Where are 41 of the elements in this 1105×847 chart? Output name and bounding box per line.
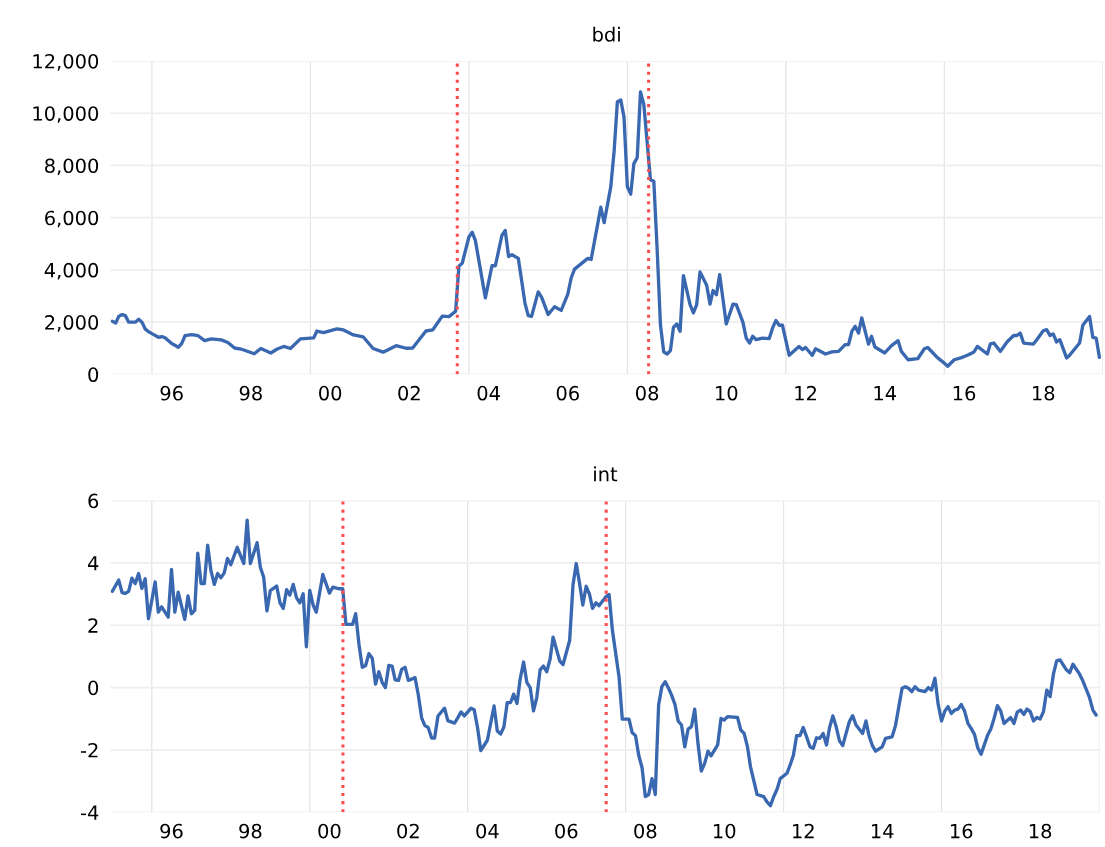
x-tick-label: 02 [397, 823, 419, 839]
x-tick-label: 14 [874, 386, 897, 401]
x-tick-label: 16 [953, 385, 976, 401]
x-tick-label: 98 [239, 385, 262, 401]
x-tick-label: 00 [318, 823, 341, 839]
x-tick-label: 02 [398, 385, 420, 401]
y-tick-label: 6 [88, 493, 99, 509]
y-tick-label: 0 [88, 367, 99, 383]
y-tick-label: 10,000 [33, 106, 99, 123]
x-tick-label: 12 [793, 823, 814, 839]
x-tick-label: 18 [1029, 823, 1052, 839]
x-tick-label: 08 [636, 385, 659, 401]
x-tick-label: 00 [319, 385, 342, 401]
x-tick-label: 98 [239, 823, 262, 839]
x-tick-label: 06 [555, 823, 578, 839]
y-tick-label: 8,000 [45, 158, 99, 176]
chart-title: int [594, 466, 618, 482]
y-tick-label: -2 [80, 742, 98, 758]
y-tick-label: 6,000 [45, 210, 99, 228]
y-tick-label: -4 [80, 805, 99, 820]
line-series [110, 518, 1098, 808]
x-tick-label: 96 [160, 385, 183, 401]
x-tick-label: 18 [1033, 385, 1055, 401]
line-series [110, 90, 1102, 368]
y-tick-label: 12,000 [33, 53, 99, 71]
x-tick-label: 16 [950, 823, 973, 839]
x-tick-label: 12 [795, 385, 816, 401]
chart-title: bdi [593, 26, 620, 42]
y-tick-label: 0 [88, 680, 99, 696]
x-tick-label: 08 [634, 823, 657, 839]
x-tick-label: 10 [714, 823, 736, 839]
x-tick-label: 14 [871, 823, 894, 839]
y-tick-label: 2 [88, 618, 98, 633]
x-tick-label: 96 [160, 823, 183, 839]
y-tick-label: 4,000 [44, 262, 99, 280]
x-tick-label: 10 [716, 385, 738, 401]
x-tick-label: 04 [476, 823, 499, 839]
x-tick-label: 04 [477, 385, 500, 401]
x-tick-label: 06 [556, 385, 579, 401]
y-tick-label: 4 [87, 556, 99, 571]
y-tick-label: 2,000 [45, 315, 99, 332]
